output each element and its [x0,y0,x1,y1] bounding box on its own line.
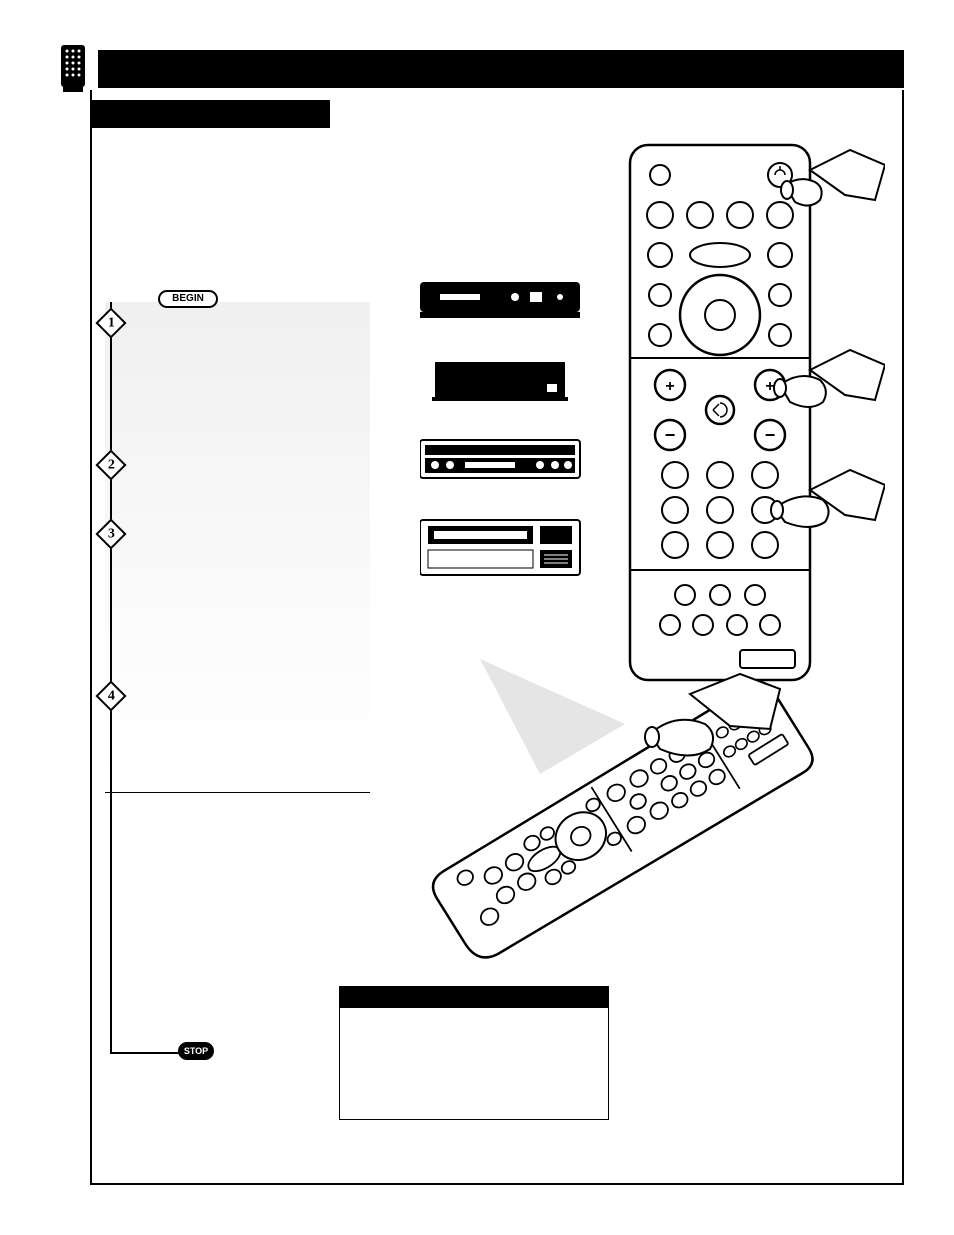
svg-text:−: − [765,425,776,445]
header-bar [98,50,904,88]
remote-angled-diagram [380,634,860,1004]
steps-panel [105,302,370,792]
section-title [90,100,330,128]
timeline-vertical [110,302,112,1054]
vcr-icon [420,520,580,575]
divider [105,792,370,793]
svg-text:−: − [665,425,676,445]
stop-label: STOP [178,1042,214,1060]
manual-page: BEGIN STOP 1 2 3 4 [50,50,904,1185]
svg-text:+: + [665,378,674,395]
note-body [339,1008,609,1120]
remote-diagram: + − + − [625,140,885,685]
remote-icon [58,45,88,93]
receiver-icon [420,440,580,478]
device-illustrations [420,282,590,622]
dvd-player-icon [432,362,568,401]
begin-label: BEGIN [158,290,218,308]
cable-box-icon [420,282,580,318]
